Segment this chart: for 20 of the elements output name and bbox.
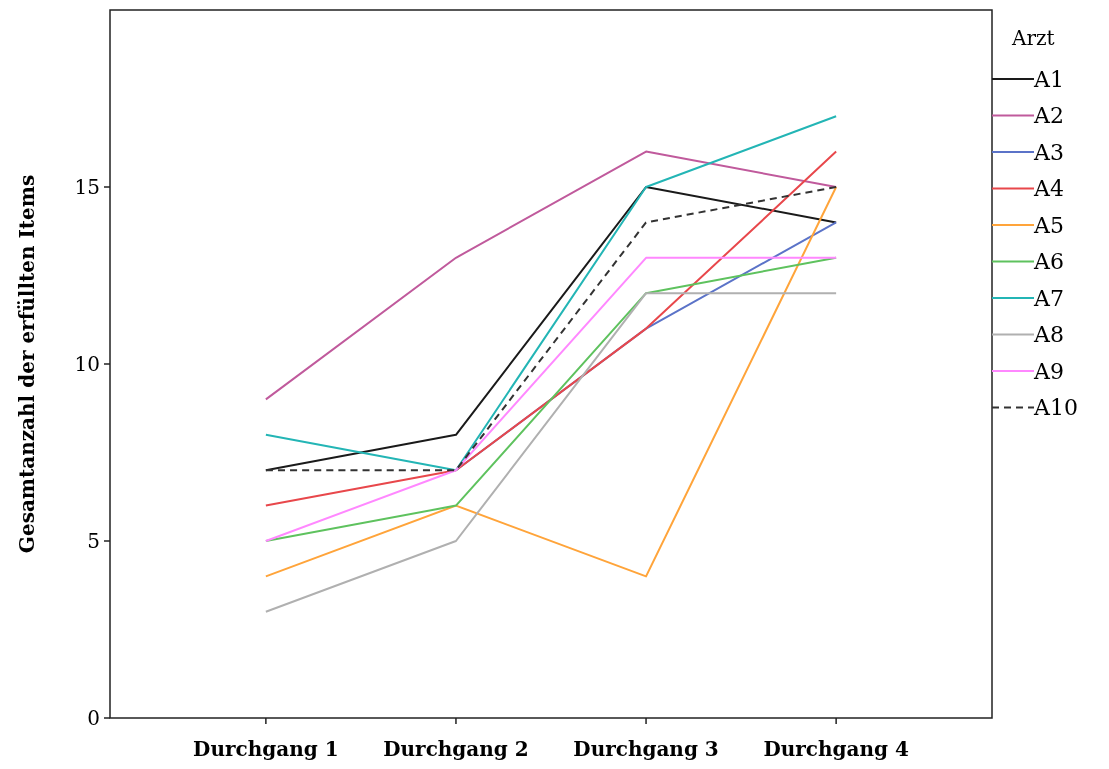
- y-tick-label: 15: [74, 175, 100, 199]
- y-tick-label: 5: [87, 529, 100, 553]
- y-axis-title: Gesamtanzahl der erfüllten Items: [15, 174, 39, 554]
- legend-label: A8: [1033, 322, 1064, 348]
- legend-label: A10: [1033, 395, 1078, 421]
- legend-label: A3: [1033, 139, 1064, 165]
- legend-label: A9: [1033, 358, 1064, 384]
- x-tick-label: Durchgang 2: [383, 737, 529, 761]
- y-tick-label: 10: [74, 352, 100, 376]
- x-tick-label: Durchgang 3: [573, 737, 719, 761]
- legend-label: A7: [1033, 285, 1064, 311]
- legend-label: A5: [1033, 212, 1064, 238]
- legend-label: A2: [1033, 103, 1064, 129]
- y-tick-label: 0: [87, 706, 100, 730]
- x-tick-label: Durchgang 4: [763, 737, 909, 761]
- legend-label: A1: [1033, 66, 1064, 92]
- legend-title: Arzt: [1011, 26, 1055, 50]
- x-tick-label: Durchgang 1: [193, 737, 339, 761]
- legend-label: A4: [1033, 176, 1064, 202]
- legend-label: A6: [1033, 249, 1064, 275]
